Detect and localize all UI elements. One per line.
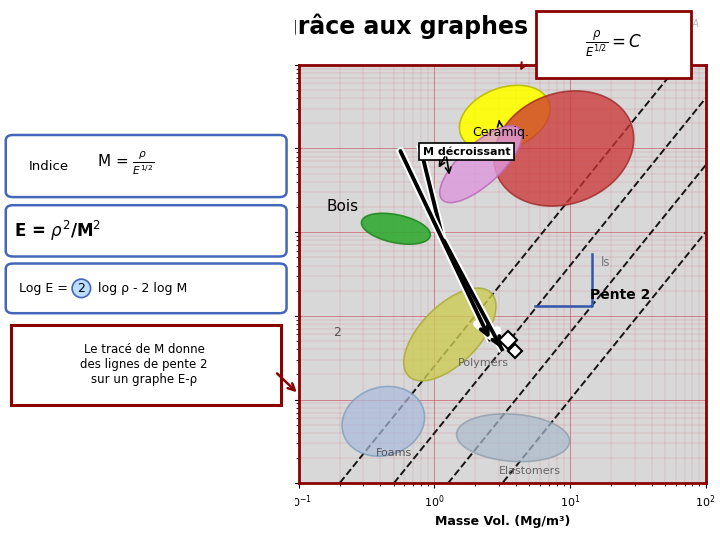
Text: 2: 2 <box>78 282 85 295</box>
Text: Le tracé de M donne
des lignes de pente 2
sur un graphe E-ρ: Le tracé de M donne des lignes de pente … <box>80 343 208 386</box>
Text: On passe en log:: On passe en log: <box>4 258 104 271</box>
Polygon shape <box>404 288 496 381</box>
Y-axis label: Module d'Young E, (GPa): Module d'Young E, (GPa) <box>243 188 256 360</box>
Text: Poutre légère et rigide :: Poutre légère et rigide : <box>0 125 124 138</box>
Text: Elastomers: Elastomers <box>499 466 561 476</box>
Text: E = $\rho^2$/M$^2$: E = $\rho^2$/M$^2$ <box>14 219 102 243</box>
Text: $\frac{\rho}{E^{1/2}} = C$: $\frac{\rho}{E^{1/2}} = C$ <box>585 29 642 59</box>
Text: Ceramiq.: Ceramiq. <box>472 120 529 139</box>
Text: Indice: Indice <box>29 160 69 173</box>
Text: Bois: Bois <box>326 199 359 214</box>
Text: Pente 2: Pente 2 <box>590 288 650 302</box>
Text: 2: 2 <box>333 326 341 339</box>
Polygon shape <box>459 85 550 151</box>
Text: Réarrangement:: Réarrangement: <box>6 200 102 213</box>
Polygon shape <box>494 91 634 206</box>
Text: Polymers: Polymers <box>458 359 509 368</box>
X-axis label: Masse Vol. (Mg/m³): Masse Vol. (Mg/m³) <box>434 515 570 528</box>
Text: Foams: Foams <box>376 448 412 458</box>
Text: ls: ls <box>601 255 611 268</box>
Polygon shape <box>342 387 425 456</box>
Polygon shape <box>361 213 431 244</box>
Text: Log E =: Log E = <box>19 282 72 295</box>
Text: M = $\frac{\rho}{E^{1/2}}$: M = $\frac{\rho}{E^{1/2}}$ <box>97 150 155 177</box>
Text: Sélection optimisée grâce aux graphes: Sélection optimisée grâce aux graphes <box>9 14 528 39</box>
Text: log ρ - 2 log M: log ρ - 2 log M <box>94 282 187 295</box>
Polygon shape <box>440 126 522 202</box>
Text: GRANTA: GRANTA <box>660 19 700 29</box>
Text: M décroissant: M décroissant <box>423 146 510 157</box>
Polygon shape <box>456 414 570 462</box>
